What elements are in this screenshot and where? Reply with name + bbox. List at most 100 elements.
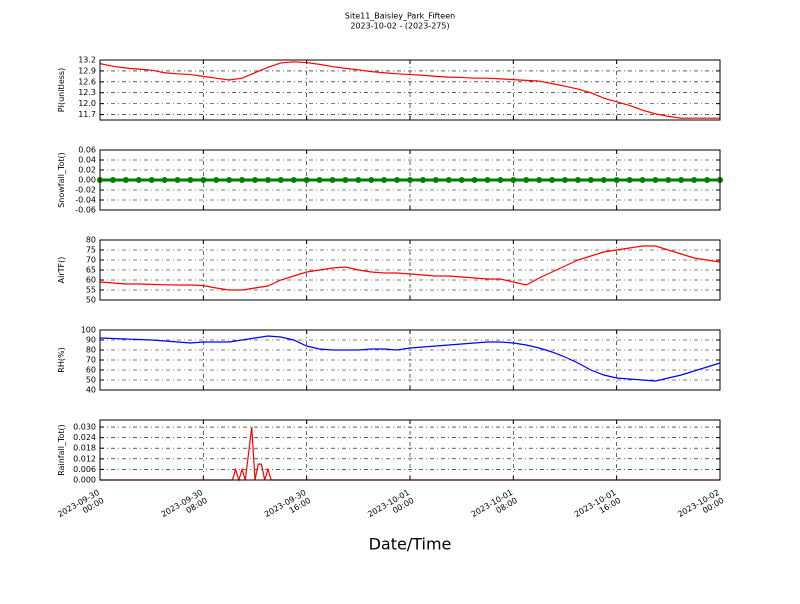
y-tick-label: 70 <box>86 256 96 265</box>
data-marker <box>381 177 388 183</box>
data-marker <box>316 177 323 183</box>
data-marker <box>213 177 220 183</box>
y-tick-label: 0.04 <box>78 156 96 165</box>
y-tick-label: 80 <box>86 346 96 355</box>
data-line <box>99 335 721 382</box>
y-tick-label: 100 <box>81 326 96 335</box>
data-marker <box>497 177 504 183</box>
data-marker <box>510 177 517 183</box>
y-tick-label: 11.7 <box>78 110 96 119</box>
data-marker <box>549 177 556 183</box>
y-tick-label: 0.024 <box>73 433 96 442</box>
y-tick-label: 12.6 <box>78 77 96 86</box>
y-axis-label: PI(unitless) <box>57 68 66 112</box>
y-tick-label: 60 <box>86 276 96 285</box>
y-tick-label: -0.02 <box>75 186 96 195</box>
data-marker <box>109 177 116 183</box>
y-tick-label: 0.06 <box>78 146 96 155</box>
y-tick-label: -0.06 <box>75 206 96 215</box>
data-marker <box>290 177 297 183</box>
y-tick-label: 12.0 <box>78 99 96 108</box>
data-marker <box>665 177 672 183</box>
y-tick-label: 50 <box>86 296 96 305</box>
plot-frame <box>99 239 721 301</box>
data-marker <box>135 177 142 183</box>
data-marker <box>355 177 362 183</box>
y-tick-label: 0.00 <box>78 176 96 185</box>
data-line <box>99 61 720 119</box>
data-marker <box>691 177 698 183</box>
y-tick-label: 80 <box>86 236 96 245</box>
figure-subtitle: 2023-10-02 - (2023-275) <box>350 22 449 31</box>
data-marker <box>174 177 181 183</box>
data-marker <box>419 177 426 183</box>
subplot: -0.06-0.04-0.020.000.020.040.06 Snowfall_… <box>57 146 723 215</box>
y-tick-label: 65 <box>86 266 96 275</box>
subplot: 11.7 12.0 12.3 12.6 12.913.2 PI(unitless) <box>57 56 721 121</box>
data-marker <box>471 177 478 183</box>
data-marker <box>187 177 194 183</box>
data-marker <box>536 177 543 183</box>
y-tick-label: 70 <box>86 356 96 365</box>
data-line <box>99 245 721 291</box>
y-axis-label: Snowfall_Tot() <box>57 152 66 208</box>
data-marker <box>277 177 284 183</box>
data-marker <box>342 177 349 183</box>
data-marker <box>368 177 375 183</box>
data-marker <box>161 177 168 183</box>
data-marker <box>200 177 207 183</box>
y-axis-label: AirTF() <box>57 257 66 284</box>
y-tick-label: 12.9 <box>78 66 96 75</box>
plot-frame <box>99 149 721 211</box>
data-marker <box>445 177 452 183</box>
data-marker <box>562 177 568 183</box>
figure-title: Site11_Baisley_Park_Fifteen <box>345 12 455 21</box>
data-marker <box>613 177 620 183</box>
y-tick-label: 0.030 <box>73 423 96 432</box>
y-tick-label: 0.006 <box>73 465 96 474</box>
y-tick-label: 13.2 <box>78 56 96 65</box>
data-marker <box>523 177 530 183</box>
data-marker <box>148 177 155 183</box>
y-tick-label: 0.000 <box>73 476 96 485</box>
data-marker <box>639 177 646 183</box>
y-axis-label: Rainfall_Tot() <box>57 424 66 476</box>
plot-frame <box>99 329 721 391</box>
y-tick-label: 0.02 <box>78 166 96 175</box>
y-tick-label: 50 <box>86 376 96 385</box>
data-marker <box>574 177 581 183</box>
data-marker <box>239 177 246 183</box>
data-marker <box>226 177 233 183</box>
y-tick-label: 0.012 <box>73 454 96 463</box>
data-line <box>100 426 720 483</box>
y-tick-label: 55 <box>86 286 96 295</box>
data-marker <box>704 177 711 183</box>
data-marker <box>394 177 401 183</box>
data-marker <box>458 177 465 183</box>
data-marker <box>678 177 685 183</box>
y-tick-label: 40 <box>86 386 96 395</box>
data-marker <box>122 177 129 183</box>
data-marker <box>303 177 310 183</box>
y-tick-label: 0.018 <box>73 444 96 453</box>
plot-frame <box>99 419 721 481</box>
plot-frame <box>99 59 721 121</box>
y-tick-label: -0.04 <box>75 196 96 205</box>
data-marker <box>652 177 659 183</box>
y-axis-label: RH(%) <box>57 347 66 372</box>
data-marker <box>264 177 271 183</box>
data-marker <box>252 177 258 183</box>
y-tick-label: 90 <box>86 336 96 345</box>
data-marker <box>587 177 594 183</box>
y-tick-label: 60 <box>86 366 96 375</box>
y-tick-label: 75 <box>86 246 96 255</box>
data-marker <box>407 177 413 183</box>
data-marker <box>484 177 491 183</box>
data-marker <box>626 177 633 183</box>
x-axis-label: Date/Time <box>369 535 452 554</box>
data-marker <box>432 177 439 183</box>
data-marker <box>329 177 336 183</box>
